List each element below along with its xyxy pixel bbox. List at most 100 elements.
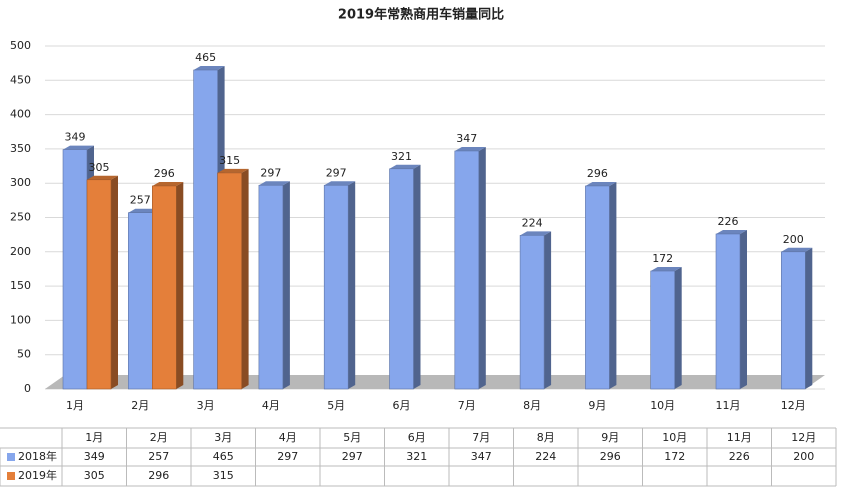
y-tick-label: 300 (10, 176, 31, 189)
legend-key (7, 472, 15, 480)
table-header: 11月 (727, 431, 752, 444)
x-tick-label: 3月 (197, 399, 215, 412)
x-tick-label: 9月 (588, 399, 606, 412)
table-cell: 297 (277, 450, 298, 463)
bar (585, 185, 610, 390)
table-header: 7月 (472, 431, 490, 444)
bar-top (87, 175, 118, 180)
bar (62, 149, 88, 390)
bar-side (413, 164, 421, 389)
x-tick-label: 1月 (66, 399, 84, 412)
bar (519, 235, 545, 390)
value-label: 200 (783, 233, 804, 246)
bar-side (609, 181, 617, 389)
table-header: 6月 (408, 431, 426, 444)
bar-top (324, 181, 356, 186)
bar-top (585, 181, 617, 186)
bar (152, 185, 177, 390)
table-header: 2月 (150, 431, 168, 444)
value-label: 226 (718, 215, 739, 228)
table-cell: 297 (342, 450, 363, 463)
value-label: 224 (522, 216, 543, 229)
value-label: 297 (326, 166, 347, 179)
x-tick-label: 8月 (523, 399, 541, 412)
bar-top (128, 208, 160, 213)
bar-side (176, 181, 184, 389)
table-header: 8月 (537, 431, 555, 444)
bar-top (258, 181, 290, 186)
x-tick-label: 11月 (716, 399, 741, 412)
table-cell: 200 (793, 450, 814, 463)
bar-top (217, 168, 249, 173)
bar (258, 184, 284, 390)
x-tick-label: 7月 (458, 399, 476, 412)
x-tick-label: 5月 (327, 399, 345, 412)
table-cell: 465 (213, 450, 234, 463)
data-table: 1月 2月 3月 4月 5月 6月 7月 8月 9月 10月 11月 12月 2018年 349 257 46… (0, 427, 837, 487)
table-cell: 224 (535, 450, 556, 463)
legend-label: 2018年 (18, 449, 57, 463)
table-header: 4月 (279, 431, 297, 444)
table-header: 10月 (662, 431, 687, 444)
bar (454, 150, 480, 390)
x-tick-label: 2月 (131, 399, 149, 412)
y-tick-label: 250 (10, 211, 31, 224)
value-label: 257 (130, 194, 151, 207)
table-cell: 172 (664, 450, 685, 463)
legend-key (7, 453, 15, 461)
bar-top (152, 181, 184, 186)
bar-side (740, 229, 747, 389)
bar-top (650, 267, 682, 272)
y-tick-label: 0 (24, 382, 31, 395)
x-tick-label: 4月 (262, 399, 280, 412)
table-cell: 347 (471, 450, 492, 463)
value-label: 297 (260, 166, 281, 179)
table-cell: 296 (148, 469, 169, 482)
x-tick-label: 12月 (781, 399, 806, 412)
value-label: 296 (154, 167, 175, 180)
bar-top (716, 229, 747, 234)
y-tick-label: 100 (10, 313, 31, 326)
bar (780, 251, 806, 390)
table-header: 1月 (85, 431, 103, 444)
table-cell: 226 (729, 450, 750, 463)
y-tick-label: 200 (10, 245, 31, 258)
value-label: 172 (652, 252, 673, 265)
value-label: 347 (456, 132, 477, 145)
y-tick-label: 450 (10, 73, 31, 86)
table-cell: 296 (600, 450, 621, 463)
y-tick-label: 500 (10, 39, 31, 52)
bar (128, 212, 153, 390)
x-tick-label: 10月 (650, 399, 675, 412)
y-tick-label: 350 (10, 142, 31, 155)
value-label: 321 (391, 150, 412, 163)
table-cell: 349 (84, 450, 105, 463)
table-header: 12月 (791, 431, 816, 444)
bar-side (805, 247, 813, 389)
y-tick-label: 400 (10, 108, 31, 121)
legend-label: 2019年 (18, 468, 57, 482)
value-label: 465 (195, 51, 216, 64)
table-cell: 321 (406, 450, 427, 463)
bar (217, 172, 242, 390)
bar-side (478, 146, 486, 389)
bar-side (674, 267, 682, 389)
value-label: 349 (65, 131, 86, 144)
value-label: 305 (89, 161, 110, 174)
table-cell: 257 (148, 450, 169, 463)
bar-top (193, 66, 225, 71)
x-tick-label: 6月 (393, 399, 411, 412)
bar-top (389, 164, 421, 169)
bar-top (781, 247, 813, 252)
bar-side (241, 168, 249, 389)
y-tick-label: 50 (17, 348, 31, 361)
table-cell: 305 (84, 469, 105, 482)
bar-side (282, 181, 290, 389)
table-header: 5月 (343, 431, 361, 444)
bar-top (454, 146, 486, 151)
value-label: 296 (587, 167, 608, 180)
value-label: 315 (219, 154, 240, 167)
bar (86, 179, 112, 390)
y-tick-label: 150 (10, 279, 31, 292)
